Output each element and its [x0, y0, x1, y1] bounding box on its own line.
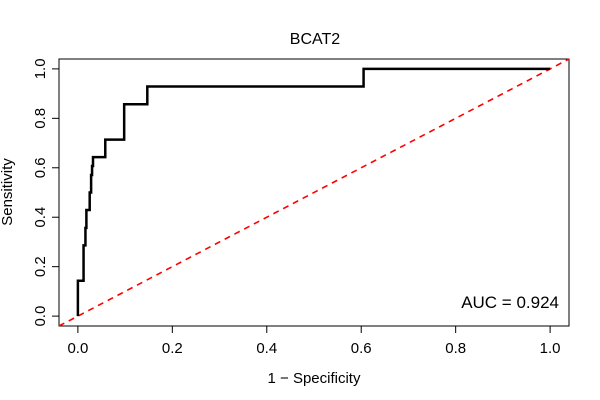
x-axis-title: 1 − Specificity [268, 370, 361, 387]
y-tick-label: 0.2 [32, 256, 49, 277]
y-tick-label: 1.0 [32, 58, 49, 79]
x-tick-label: 0.8 [445, 340, 466, 357]
roc-curve-line [76, 67, 551, 317]
chance-diagonal-line [58, 58, 570, 327]
x-tick-label: 0.6 [351, 340, 372, 357]
y-tick-label: 0.0 [32, 306, 49, 327]
x-tick-label: 0.0 [67, 340, 88, 357]
x-tick-label: 0.2 [162, 340, 183, 357]
x-tick-label: 0.4 [256, 340, 277, 357]
y-tick-label: 0.8 [32, 108, 49, 129]
auc-annotation: AUC = 0.924 [461, 293, 559, 312]
y-axis-title: Sensitivity [0, 158, 16, 226]
y-axis: 0.0 0.2 0.4 0.6 0.8 1.0 [32, 58, 60, 327]
x-axis: 0.0 0.2 0.4 0.6 0.8 1.0 [67, 325, 561, 357]
chart-title: BCAT2 [290, 31, 340, 48]
series-layer [58, 58, 570, 327]
y-tick-label: 0.6 [32, 157, 49, 178]
x-tick-label: 1.0 [540, 340, 561, 357]
y-tick-label: 0.4 [32, 207, 49, 228]
